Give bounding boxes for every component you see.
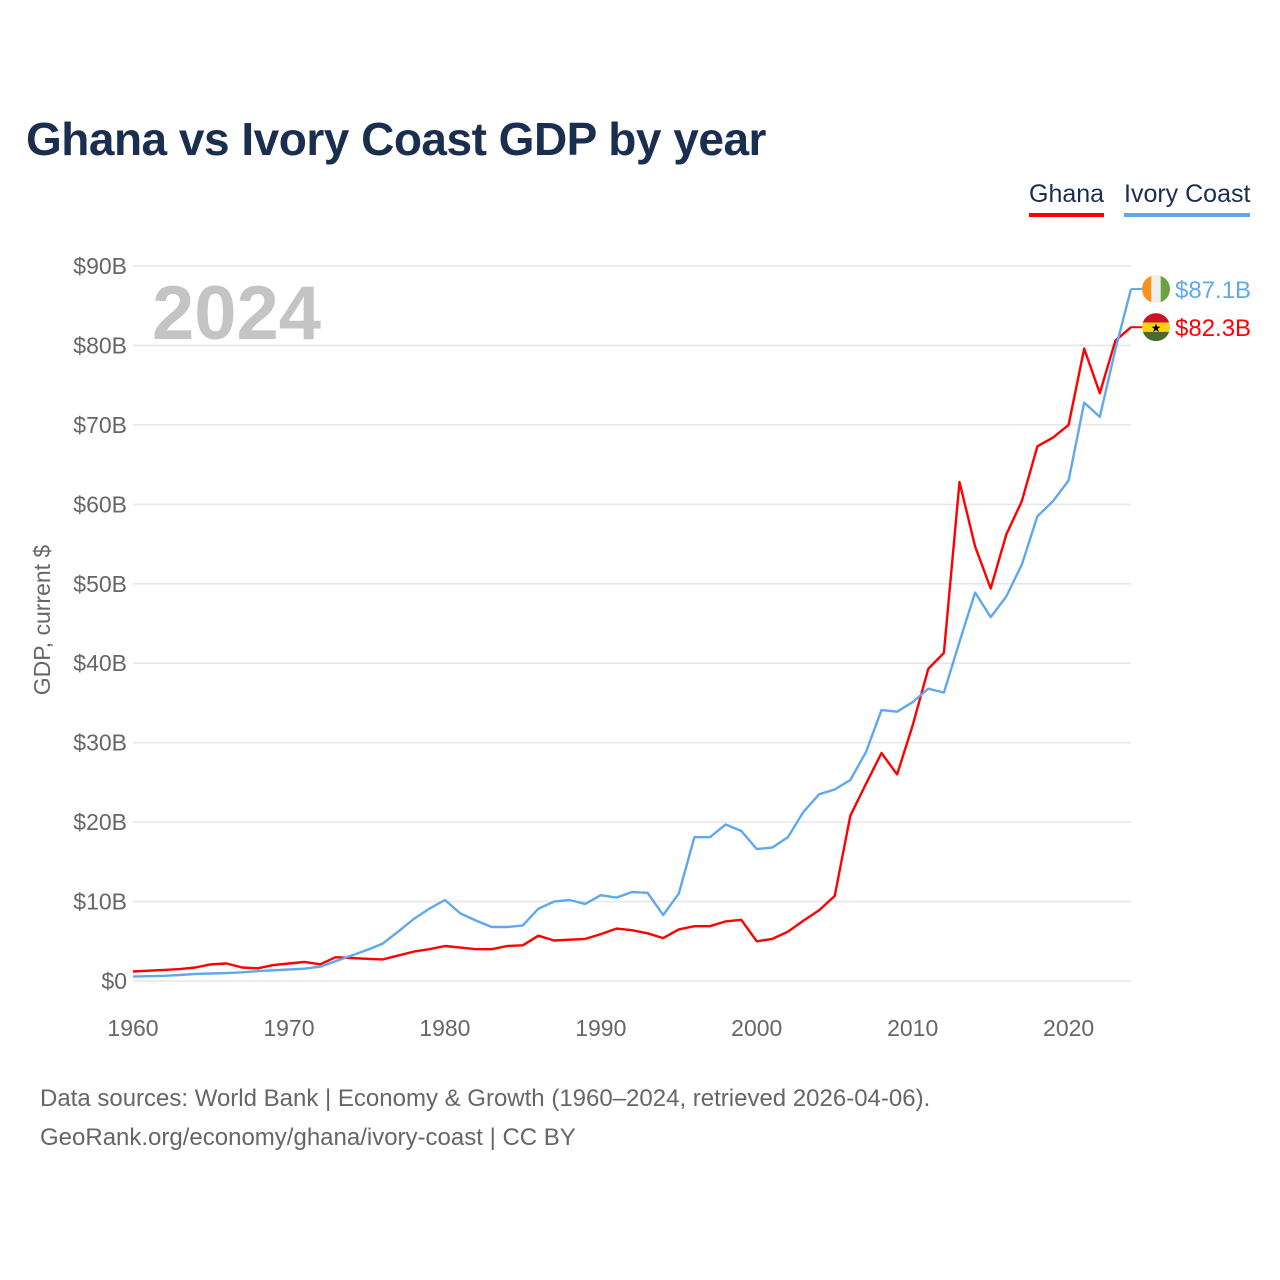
ghana-flag-icon: ★ [1142,313,1170,342]
y-tick-label: $40B [73,650,127,676]
y-tick-label: $30B [73,730,127,756]
legend-ivory-coast[interactable]: Ivory Coast [1124,180,1251,217]
x-tick-label: 2020 [1043,1015,1094,1041]
flag-star: ★ [1151,321,1162,335]
x-tick-label: 1960 [107,1015,158,1041]
series-line-ivory-coast [132,288,1133,978]
flag-stripe [1142,331,1170,342]
x-tick-label: 1990 [575,1015,626,1041]
y-tick-label: $0 [101,968,127,994]
y-tick-label: $90B [73,253,127,279]
footer-attribution[interactable]: GeoRank.org/economy/ghana/ivory-coast | … [40,1124,576,1151]
flag-stripe [1142,313,1170,323]
y-tick-label: $70B [73,412,127,438]
flag-body [1142,275,1170,304]
footer-sources: Data sources: World Bank | Economy & Gro… [40,1085,931,1112]
legend-ghana[interactable]: Ghana [1029,180,1105,217]
flag-stripe [1160,275,1170,304]
chart-title: Ghana vs Ivory Coast GDP by year [26,113,766,165]
flag-stripe [1142,322,1170,332]
end-value-label: $82.3B [1175,315,1251,342]
end-value-label: $87.1B [1175,277,1251,304]
x-tick-label: 1980 [419,1015,470,1041]
x-tick-label: 2010 [887,1015,938,1041]
y-tick-label: $60B [73,491,127,517]
y-tick-label: $10B [73,889,127,915]
x-tick-label: 1970 [263,1015,314,1041]
y-tick-label: $20B [73,809,127,835]
ivory-coast-flag-icon [1142,275,1170,304]
year-watermark: 2024 [152,271,321,356]
y-axis-label: GDP, current $ [29,545,55,696]
x-tick-label: 2000 [731,1015,782,1041]
series-line-ghana [132,326,1132,973]
flag-stripe [1142,275,1152,304]
y-tick-label: $80B [73,332,127,358]
flag-stripe [1151,275,1161,304]
flag-body: ★ [1142,313,1170,342]
y-tick-label: $50B [73,571,127,597]
